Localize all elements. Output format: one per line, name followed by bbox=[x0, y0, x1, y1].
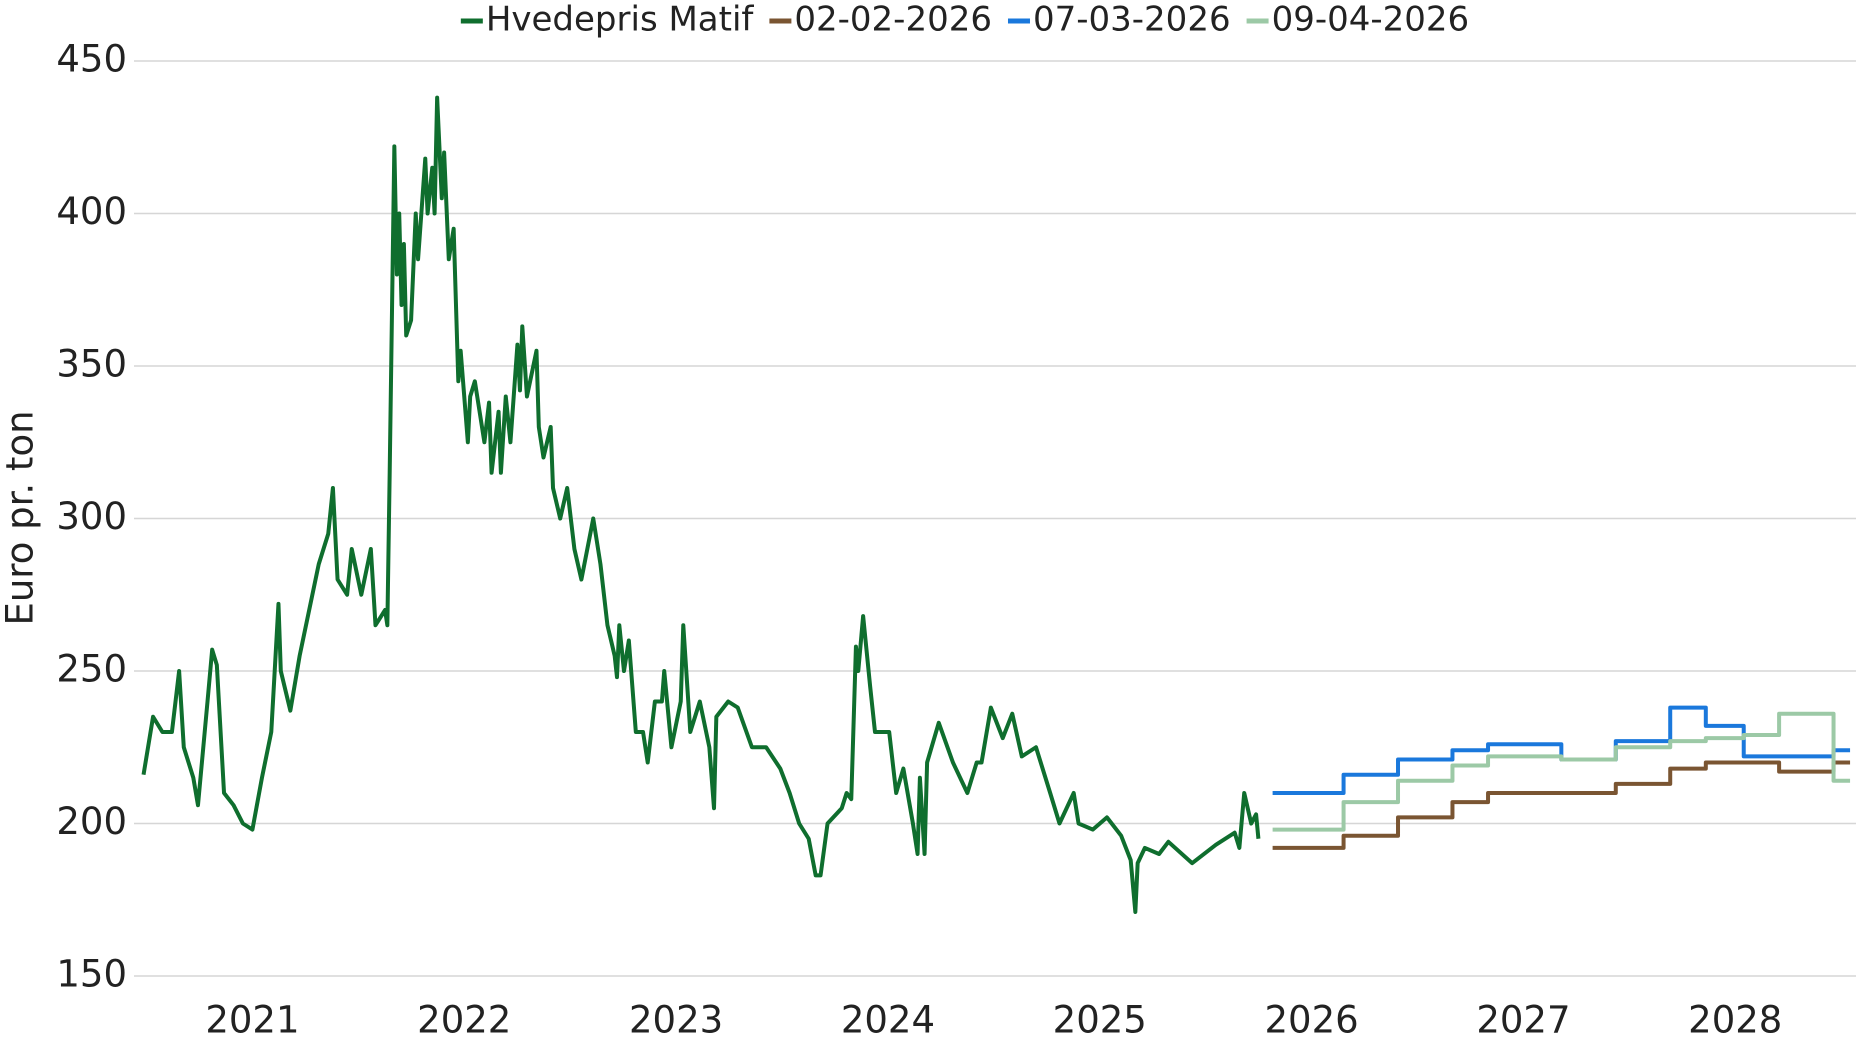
y-tick-label: 250 bbox=[56, 648, 127, 691]
x-tick-label: 2024 bbox=[841, 999, 935, 1042]
x-tick-label: 2022 bbox=[417, 999, 511, 1042]
x-tick-label: 2026 bbox=[1265, 999, 1359, 1042]
series-line bbox=[1272, 760, 1851, 850]
legend-label: Hvedepris Matif bbox=[486, 0, 755, 40]
series-line bbox=[1272, 711, 1851, 832]
y-axis-label: Euro pr. ton bbox=[0, 410, 42, 625]
legend: Hvedepris Matif 02-02-2026 07-03-2026 09-04… bbox=[460, 0, 1470, 40]
series-line bbox=[141, 95, 1261, 914]
y-tick-label: 400 bbox=[56, 190, 127, 233]
x-tick-label: 2023 bbox=[629, 999, 723, 1042]
y-tick-label: 350 bbox=[56, 343, 127, 386]
y-tick-label: 200 bbox=[56, 800, 127, 843]
series-line bbox=[1272, 705, 1851, 795]
y-tick-label: 450 bbox=[56, 38, 127, 81]
y-tick-label: 300 bbox=[56, 495, 127, 538]
y-tick-label: 150 bbox=[56, 953, 127, 996]
x-tick-label: 2027 bbox=[1476, 999, 1570, 1042]
x-tick-label: 2028 bbox=[1688, 999, 1782, 1042]
x-tick-label: 2025 bbox=[1053, 999, 1147, 1042]
legend-label: 07-03-2026 bbox=[1033, 0, 1231, 40]
x-tick-label: 2021 bbox=[205, 999, 299, 1042]
legend-label: 09-04-2026 bbox=[1272, 0, 1470, 40]
legend-label: 02-02-2026 bbox=[794, 0, 992, 40]
